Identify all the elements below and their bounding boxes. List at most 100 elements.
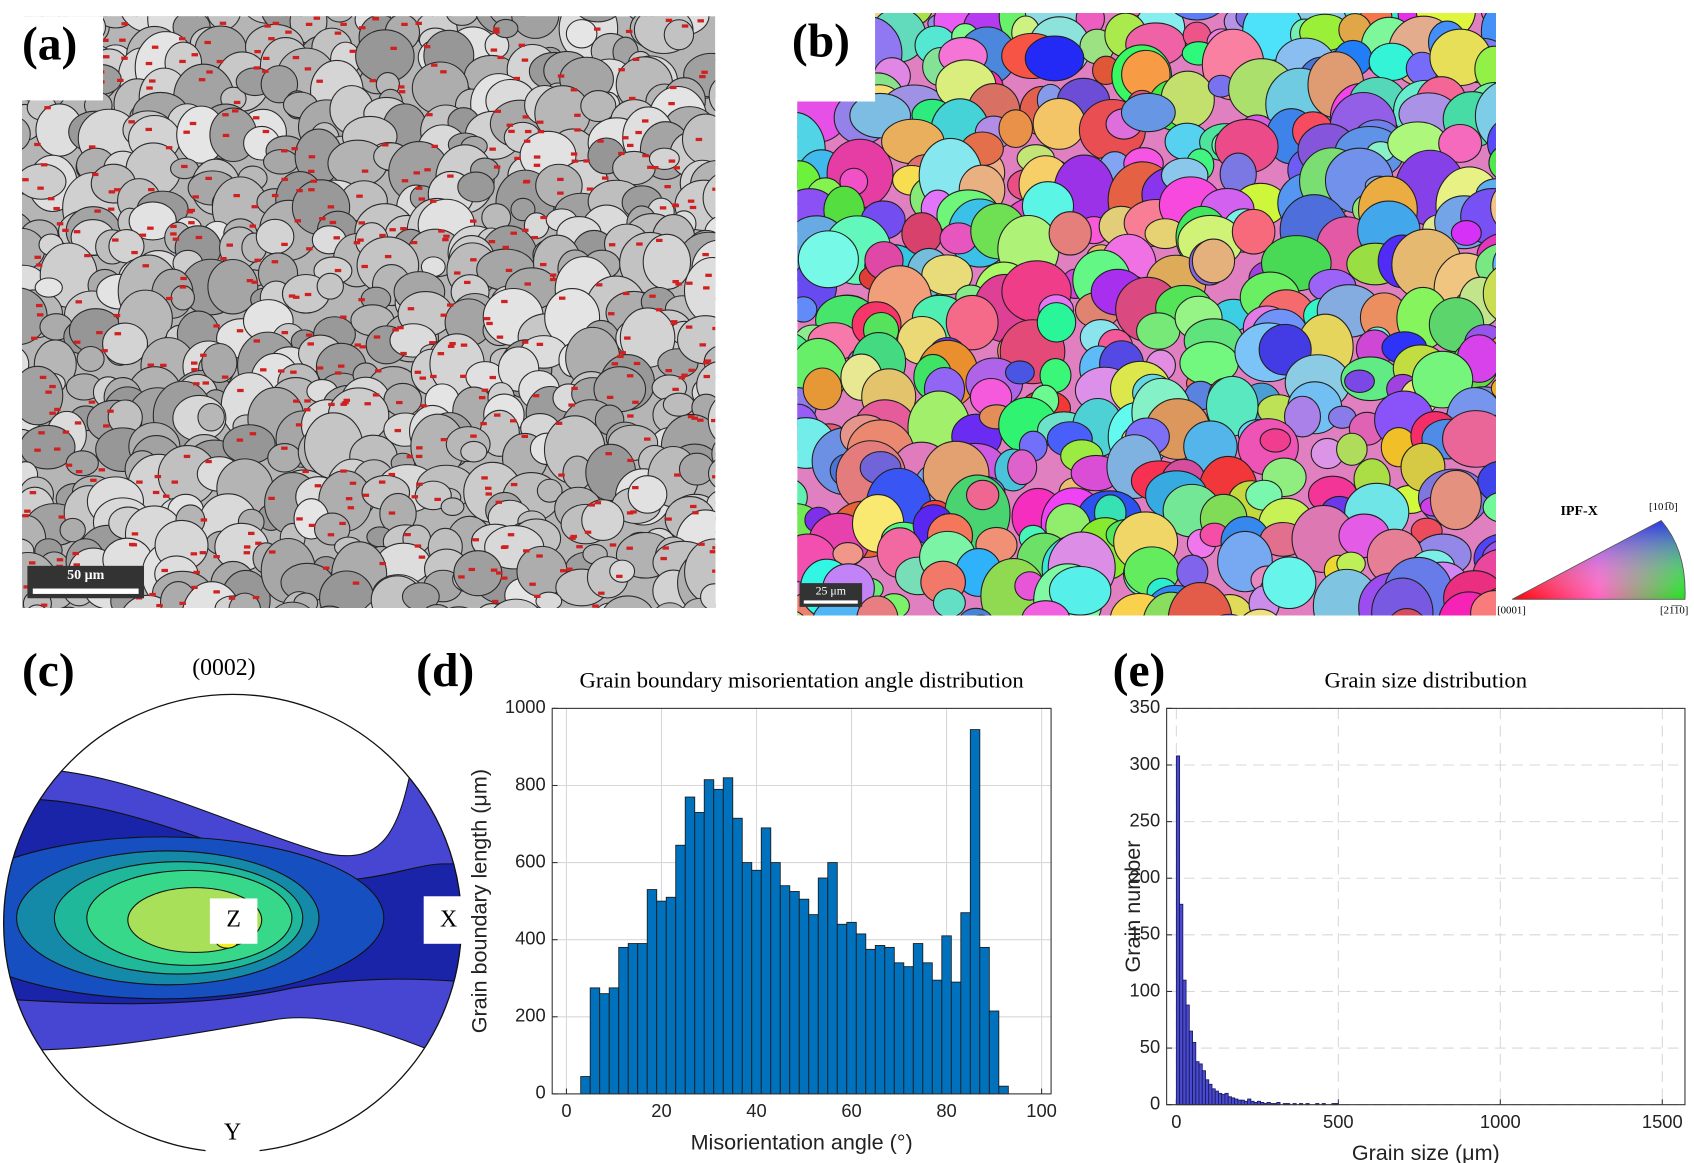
grain-id: [440, 438, 448, 442]
grain-id: [601, 176, 609, 180]
grain-id: [494, 109, 502, 113]
grain: [511, 16, 560, 39]
grain: [998, 109, 1034, 149]
grain-id: [522, 228, 529, 232]
label-box: [209, 898, 258, 944]
bar: [1185, 1004, 1190, 1106]
grain-id: [665, 18, 673, 22]
grain-id: [107, 409, 114, 413]
grain: [446, 16, 478, 26]
grain: [1306, 616, 1333, 648]
grain-id: [523, 549, 530, 553]
grain-id: [373, 335, 381, 339]
grain-id: [711, 418, 716, 423]
label-box: [205, 1115, 260, 1155]
grain-id: [226, 243, 233, 247]
grain-id: [415, 186, 423, 190]
grain: [1249, 622, 1313, 672]
grain-id: [233, 100, 241, 105]
grain-id: [340, 315, 347, 319]
grain-id: [389, 228, 396, 232]
grain-id: [166, 296, 173, 301]
grain-id: [617, 354, 624, 359]
bar: [713, 788, 724, 1095]
legend-label: [101̅0]: [1649, 501, 1678, 513]
bar: [941, 935, 952, 1095]
grain-id: [121, 22, 128, 26]
grain: [27, 16, 45, 20]
ipf-map: [797, 12, 1496, 672]
grain-id: [454, 271, 461, 275]
grain-id: [358, 298, 365, 302]
grain-id: [438, 229, 445, 233]
grain-id: [29, 491, 37, 495]
grain: [154, 640, 187, 667]
grain: [579, 16, 617, 23]
grain-id: [622, 291, 630, 296]
grain-id: [618, 151, 625, 156]
grain: [1492, 252, 1496, 278]
y-tick-label: 400: [515, 928, 546, 949]
grain-id: [481, 388, 489, 392]
bar: [836, 923, 848, 1095]
grain: [642, 233, 692, 290]
grain-id: [205, 176, 212, 181]
grain-id: [689, 205, 697, 210]
grain-id: [74, 421, 82, 425]
grain-id: [237, 388, 244, 393]
bar: [808, 914, 819, 1095]
grain-id: [407, 307, 415, 311]
grain-id: [200, 518, 208, 522]
grain-id: [145, 61, 153, 66]
grain: [217, 611, 269, 656]
grain: [62, 606, 75, 608]
grain-id: [34, 255, 41, 259]
grain: [797, 246, 805, 282]
grain-id: [698, 542, 705, 546]
ipf-key-shade: [1511, 519, 1686, 600]
grain-id: [675, 282, 682, 286]
grain: [1482, 267, 1496, 320]
grain-id: [712, 475, 716, 479]
grain-id: [606, 395, 614, 399]
grain: [319, 605, 340, 608]
y-tick-label: 600: [515, 850, 546, 871]
grain-id: [281, 331, 289, 335]
grain-id: [90, 478, 97, 482]
grain-id: [536, 554, 543, 558]
grain-id: [327, 205, 335, 209]
grain-id: [310, 179, 318, 183]
grain-id: [540, 262, 547, 267]
grain-id: [400, 351, 407, 356]
grain-id: [56, 222, 64, 226]
grain-id: [372, 17, 380, 21]
grain-id: [423, 45, 431, 49]
grain: [707, 399, 716, 440]
grain-id: [131, 250, 138, 255]
grain-id: [571, 386, 578, 391]
grain-id: [523, 139, 531, 143]
grain: [945, 294, 999, 351]
grain-id: [594, 27, 601, 31]
grain-id: [670, 321, 678, 325]
grain-id: [236, 329, 244, 333]
grain-id: [410, 240, 418, 245]
grain-id: [290, 370, 297, 374]
grain-id: [505, 268, 513, 273]
grain-id: [147, 363, 155, 367]
grain: [457, 171, 495, 203]
grain-id: [40, 603, 48, 607]
grain-id: [128, 120, 135, 124]
grain-id: [206, 70, 213, 74]
bar: [1175, 755, 1181, 1106]
grain-id: [180, 276, 187, 281]
grain-id: [440, 313, 448, 317]
grain-id: [598, 591, 605, 595]
grain: [1391, 608, 1423, 616]
grain-id: [191, 585, 198, 590]
grain-id: [670, 85, 677, 90]
grain-id: [491, 599, 499, 604]
grain-id: [304, 408, 311, 412]
grain-id: [570, 88, 578, 92]
grain-id: [396, 400, 403, 405]
